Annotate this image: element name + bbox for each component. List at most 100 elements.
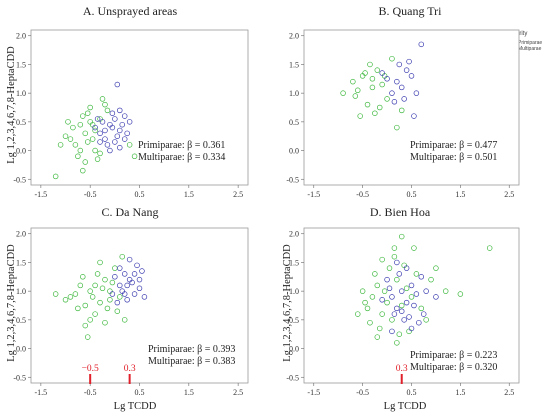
- point-multiparae: [94, 271, 101, 277]
- point-primiparae: [97, 130, 103, 137]
- point-multiparae: [102, 101, 108, 108]
- point-primiparae: [408, 325, 415, 332]
- point-multiparae: [89, 294, 96, 300]
- point-multiparae: [413, 271, 420, 277]
- point-primiparae: [114, 81, 121, 88]
- point-primiparae: [112, 139, 118, 145]
- beta-annotation: Primiparae: β = 0.361: [138, 140, 225, 151]
- point-multiparae: [82, 322, 88, 329]
- point-multiparae: [92, 147, 98, 154]
- point-multiparae: [121, 317, 128, 323]
- y-axis-label: Lg 1,2,3,4,6,7,8-HeptaCDD: [282, 244, 293, 362]
- point-primiparae: [413, 90, 420, 96]
- point-multiparae: [84, 110, 91, 116]
- panel-title: D. Bien Hoa: [370, 205, 431, 219]
- point-multiparae: [355, 311, 361, 317]
- point-multiparae: [75, 153, 81, 160]
- point-primiparae: [112, 274, 118, 280]
- point-multiparae: [418, 305, 425, 312]
- point-primiparae: [102, 136, 108, 142]
- point-multiparae: [117, 294, 123, 300]
- x-tick-label: 0.5: [135, 388, 145, 397]
- point-multiparae: [75, 305, 81, 312]
- point-multiparae: [428, 276, 434, 283]
- point-multiparae: [367, 319, 373, 326]
- point-multiparae: [92, 311, 98, 317]
- x-tick-label: -1.5: [307, 388, 320, 397]
- x-tick-label: 2.5: [504, 190, 514, 199]
- point-multiparae: [372, 110, 378, 116]
- point-primiparae: [139, 268, 145, 274]
- point-primiparae: [107, 147, 113, 154]
- point-primiparae: [102, 127, 108, 134]
- x-tick-label: 0.5: [407, 388, 417, 397]
- point-primiparae: [131, 291, 138, 297]
- point-primiparae: [117, 265, 123, 271]
- point-multiparae: [97, 150, 103, 157]
- panel-title: A. Unsprayed areas: [83, 4, 178, 18]
- y-tick-label: 0.0: [289, 345, 299, 354]
- point-multiparae: [104, 305, 111, 312]
- point-primiparae: [413, 291, 420, 297]
- panel-1: A. Unsprayed areas -1.5 -0.5 0.5 1.5 2.5 -0.5 0…: [6, 4, 249, 199]
- panel-title: C. Da Nang: [102, 205, 159, 219]
- x-tick-label: -1.5: [307, 190, 320, 199]
- point-multiparae: [87, 288, 93, 294]
- point-primiparae: [398, 84, 405, 91]
- point-multiparae: [67, 136, 74, 142]
- point-multiparae: [62, 297, 69, 303]
- point-multiparae: [67, 294, 74, 300]
- point-primiparae: [406, 314, 412, 320]
- point-primiparae: [131, 271, 138, 277]
- x-tick-label: 1.5: [184, 190, 194, 199]
- point-multiparae: [109, 279, 116, 286]
- point-primiparae: [134, 262, 140, 269]
- y-tick-label: 1.5: [289, 60, 299, 69]
- legend-title: Parity: [512, 31, 527, 37]
- x-tick-label: -1.5: [35, 190, 48, 199]
- panel-2: B. Quang Tri -1.5 -0.5 0.5 1.5 2.5 -0.5 0.0 0.5 1…: [286, 4, 520, 199]
- point-multiparae: [362, 70, 368, 76]
- point-primiparae: [117, 127, 123, 134]
- y-tick-label: 2.0: [289, 32, 299, 41]
- y-tick-label: 1.5: [289, 258, 299, 267]
- point-primiparae: [141, 294, 148, 300]
- point-primiparae: [94, 116, 101, 122]
- point-primiparae: [121, 113, 128, 119]
- point-primiparae: [121, 136, 128, 142]
- point-multiparae: [381, 288, 388, 294]
- point-multiparae: [340, 90, 346, 96]
- point-multiparae: [369, 84, 376, 91]
- point-multiparae: [372, 271, 378, 277]
- point-multiparae: [350, 78, 356, 85]
- y-tick-label: 1.0: [289, 287, 299, 296]
- point-multiparae: [72, 142, 79, 148]
- y-tick-label: 0.5: [289, 118, 299, 127]
- point-multiparae: [398, 107, 405, 114]
- point-multiparae: [97, 299, 103, 306]
- point-primiparae: [401, 317, 407, 323]
- point-primiparae: [384, 76, 390, 82]
- point-primiparae: [398, 288, 405, 294]
- point-primiparae: [117, 282, 123, 289]
- point-primiparae: [121, 271, 128, 277]
- x-tick-label: -0.5: [84, 388, 97, 397]
- threshold-label: 0.3: [124, 364, 136, 374]
- point-primiparae: [126, 256, 133, 263]
- point-primiparae: [97, 139, 103, 145]
- point-multiparae: [362, 299, 368, 306]
- panel-3: C. Da Nang -1.5 -0.5 0.5 1.5 2.5 -0.5 0.0 0.5 1.0…: [6, 205, 249, 412]
- point-multiparae: [99, 285, 106, 292]
- point-primiparae: [379, 70, 385, 76]
- point-multiparae: [52, 291, 59, 297]
- point-primiparae: [418, 274, 425, 280]
- point-primiparae: [389, 90, 395, 96]
- beta-annotation: Primiparae: β = 0.477: [410, 140, 497, 151]
- point-multiparae: [80, 167, 86, 174]
- point-multiparae: [99, 96, 106, 102]
- point-multiparae: [77, 282, 84, 289]
- point-multiparae: [87, 317, 93, 323]
- point-primiparae: [114, 133, 121, 139]
- point-primiparae: [379, 297, 385, 303]
